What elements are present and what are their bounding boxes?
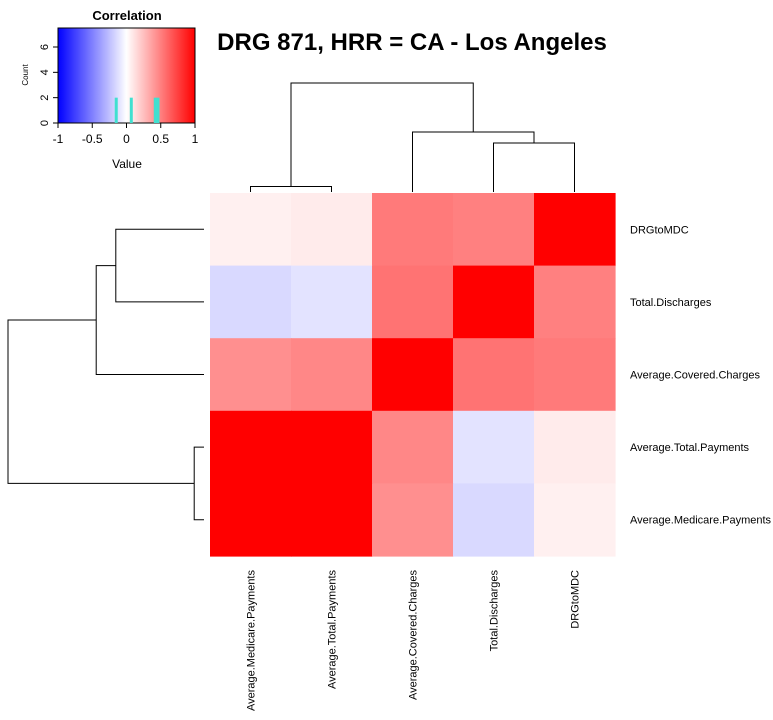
heatmap-cell-r0-c1: [291, 193, 373, 267]
heatmap-cell-r0-c0: [210, 193, 292, 267]
heatmap-cell-r4-c1: [291, 483, 373, 557]
heatmap-cell-r0-c2: [372, 193, 454, 267]
row-dendrogram-branch-1: [95, 265, 204, 375]
heatmap-cell-r3-c4: [534, 410, 616, 484]
heatmap-cell-r2-c1: [291, 338, 373, 412]
column-dendrogram-branch-3: [290, 82, 474, 187]
color-key-title: Correlation: [92, 8, 161, 23]
heatmap-cell-r2-c2: [372, 338, 454, 412]
heatmap-cell-r0-c4: [534, 193, 616, 267]
column-label: Average.Total.Payments: [327, 570, 339, 690]
heatmap-cell-r4-c0: [210, 483, 292, 557]
chart-title: DRG 871, HRR = CA - Los Angeles: [217, 29, 607, 56]
row-labels: DRGtoMDC Total.Discharges Average.Covered.…: [630, 224, 772, 526]
row-dendrogram: [7, 228, 204, 521]
key-x-tick-label: 0: [123, 132, 130, 146]
key-x-tick-label: -1: [53, 132, 64, 146]
heatmap-cell-r2-c0: [210, 338, 292, 412]
key-y-tick-label: 6: [39, 44, 51, 50]
heatmap-cell-r4-c3: [453, 483, 535, 557]
column-label: Total.Discharges: [489, 570, 501, 652]
row-dendrogram-branch-2: [193, 446, 204, 521]
heatmap-cell-r4-c4: [534, 483, 616, 557]
heatmap-cell-r3-c2: [372, 410, 454, 484]
key-x-tick-label: -0.5: [82, 132, 103, 146]
heatmap-cell-r2-c4: [534, 338, 616, 412]
column-label: DRGtoMDC: [570, 570, 582, 629]
heatmap-cells: [210, 193, 616, 557]
column-label: Average.Medicare.Payments: [246, 570, 258, 712]
row-dendrogram-branch-0: [115, 228, 204, 303]
key-y-tick-label: 4: [39, 69, 51, 75]
column-labels: Average.Medicare.Payments Average.Total.P…: [246, 570, 582, 712]
column-dendrogram-branch-1: [412, 131, 535, 192]
row-label: Average.Covered.Charges: [630, 370, 761, 382]
heatmap-cell-r1-c3: [453, 265, 535, 339]
heatmap-cell-r2-c3: [453, 338, 535, 412]
heatmap-cell-r3-c3: [453, 410, 535, 484]
key-y-tick-label: 2: [39, 95, 51, 101]
heatmap-cell-r3-c1: [291, 410, 373, 484]
column-dendrogram-branch-0: [493, 142, 575, 192]
heatmap-cell-r4-c2: [372, 483, 454, 557]
row-label: Average.Total.Payments: [630, 442, 750, 454]
key-x-tick-label: 0.5: [152, 132, 169, 146]
heatmap-cell-r1-c1: [291, 265, 373, 339]
heatmap-cell-r1-c0: [210, 265, 292, 339]
row-label: DRGtoMDC: [630, 224, 689, 236]
color-key-xlabel: Value: [112, 157, 142, 171]
heatmap-cell-r1-c2: [372, 265, 454, 339]
heatmap-cell-r0-c3: [453, 193, 535, 267]
row-label: Total.Discharges: [630, 297, 712, 309]
column-dendrogram: [250, 82, 575, 192]
heatmap-cell-r1-c4: [534, 265, 616, 339]
key-x-tick-label: 1: [192, 132, 199, 146]
row-label: Average.Medicare.Payments: [630, 515, 772, 527]
column-dendrogram-branch-2: [250, 186, 332, 192]
key-y-tick-label: 0: [39, 120, 51, 126]
color-key: Correlation Value Count -1 -0.5 0 0.5 1 0 2 4 6: [21, 8, 199, 171]
heatmap-cell-r3-c0: [210, 410, 292, 484]
row-dendrogram-branch-3: [7, 319, 195, 484]
column-label: Average.Covered.Charges: [408, 570, 420, 701]
color-key-bar: [57, 27, 196, 124]
color-key-ylabel: Count: [21, 64, 30, 86]
